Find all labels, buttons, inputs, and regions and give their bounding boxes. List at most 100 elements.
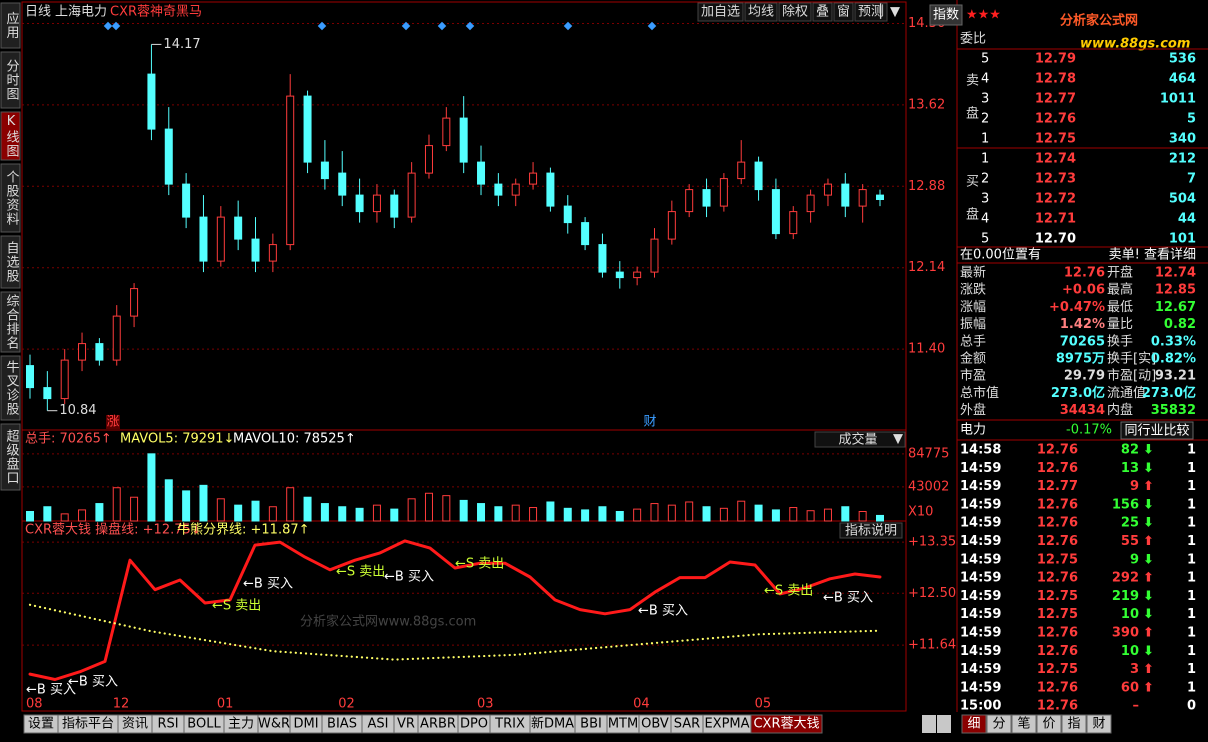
candle-body: [685, 189, 694, 213]
toolbar-button-label[interactable]: 除权: [782, 4, 808, 20]
tick-count: 1: [1187, 497, 1196, 512]
volume-bar: [78, 509, 87, 522]
panel-tab-label[interactable]: 财: [1092, 717, 1105, 732]
event-box: [106, 415, 120, 429]
bottom-tab-label[interactable]: SAR: [674, 717, 700, 732]
sidebar-tab[interactable]: [0, 111, 21, 161]
notice-link[interactable]: 卖单! 查看详细: [1109, 247, 1196, 263]
bottom-tab-label[interactable]: BBI: [580, 717, 602, 732]
bottom-tab-label[interactable]: OBV: [641, 717, 669, 732]
compare-button-label[interactable]: 同行业比较: [1124, 424, 1189, 439]
toolbar-button-label[interactable]: 均线: [748, 5, 774, 20]
toolbar-button[interactable]: [854, 2, 888, 22]
panel-tab[interactable]: [986, 714, 1012, 734]
sidebar-tab-label[interactable]: 自选股: [4, 241, 20, 283]
sidebar-tab[interactable]: [0, 355, 21, 421]
sidebar-tab[interactable]: [0, 291, 21, 353]
panel-tab-label[interactable]: 指: [1067, 717, 1080, 732]
direction-arrow: ⬆: [1143, 680, 1154, 695]
bottom-tab-label[interactable]: 新DMA: [531, 716, 574, 732]
bottom-tab-label[interactable]: 主力: [228, 717, 254, 732]
toolbar-button[interactable]: [778, 2, 812, 22]
info-value: 0.82: [1164, 317, 1196, 332]
bottom-tab[interactable]: [750, 714, 823, 734]
indicator-legend: CXR蓉大钱 操盘线: +12.75↓: [25, 522, 202, 538]
candle-body: [633, 271, 642, 279]
toolbar-button[interactable]: [812, 2, 833, 22]
bottom-tab-label[interactable]: W&R: [258, 717, 290, 732]
sidebar-tab-label[interactable]: 超级盘口: [4, 429, 20, 485]
sidebar-tab[interactable]: [0, 163, 21, 233]
tick-count: 1: [1187, 589, 1196, 604]
sidebar-tab-label[interactable]: 个股资料: [4, 170, 20, 226]
panel-tab[interactable]: [1011, 714, 1037, 734]
panel-tab[interactable]: [1036, 714, 1062, 734]
scroll-button[interactable]: [922, 715, 936, 733]
index-button[interactable]: [929, 4, 963, 26]
volume-selector[interactable]: [814, 431, 906, 448]
bottom-tab-label[interactable]: 设置: [28, 717, 54, 732]
index-button-label[interactable]: 指数: [933, 8, 959, 23]
level: 3: [981, 192, 989, 207]
sidebar-tab-label[interactable]: 应用: [4, 11, 20, 40]
bottom-tab-label[interactable]: CXR蓉大钱: [753, 717, 819, 732]
bottom-tab-label[interactable]: VR: [397, 717, 415, 732]
candle-body: [407, 172, 416, 218]
toolbar-button[interactable]: [744, 2, 778, 22]
toolbar-button[interactable]: [833, 2, 854, 22]
toolbar-button-label[interactable]: 加自选: [701, 5, 740, 20]
bottom-tab-label[interactable]: DMI: [293, 717, 318, 732]
panel-tab-label[interactable]: 分: [992, 717, 1005, 732]
tick-price: 12.76: [1037, 571, 1078, 586]
bottom-tab-label[interactable]: ARBR: [420, 717, 456, 732]
sidebar-tab-label[interactable]: K线图: [4, 114, 20, 158]
menu-icon[interactable]: ▏▼: [879, 3, 900, 20]
sidebar-tab[interactable]: [0, 235, 21, 289]
toolbar-button-label[interactable]: 叠: [816, 5, 829, 20]
tick-time: 14:59: [960, 626, 1001, 641]
sidebar-tab-label[interactable]: 牛叉诊股: [4, 360, 20, 416]
toolbar-button[interactable]: [697, 2, 744, 22]
indicator-button-label[interactable]: 指标说明: [845, 524, 897, 539]
sidebar-tab[interactable]: [0, 2, 21, 49]
x-tick-label: 12: [113, 697, 130, 712]
info-label: 最低: [1107, 300, 1133, 315]
panel-tab-label[interactable]: 笔: [1017, 716, 1030, 732]
panel-tab[interactable]: [1086, 714, 1112, 734]
bottom-tab-label[interactable]: MTM: [608, 717, 638, 732]
tick-volume: 10: [1121, 607, 1139, 622]
panel-tab-label[interactable]: 价: [1042, 717, 1055, 732]
candle-body: [182, 183, 191, 218]
info-label: 涨跌: [960, 282, 986, 298]
info-value: 34434: [1060, 403, 1105, 418]
bottom-tab-label[interactable]: 指标平台: [62, 717, 114, 732]
toolbar-button-label[interactable]: 预测: [858, 5, 884, 20]
tick-time: 14:59: [960, 461, 1001, 476]
volume-bar: [876, 514, 884, 522]
info-value: 0.82%: [1151, 352, 1196, 367]
info-label: 最新: [960, 265, 986, 281]
compare-button[interactable]: [1120, 421, 1194, 440]
bottom-tab-label[interactable]: BIAS: [327, 717, 357, 732]
volume-selector-label[interactable]: 成交量: [838, 432, 877, 448]
bottom-tab-label[interactable]: DPO: [460, 717, 488, 732]
toolbar-button-label[interactable]: 窗: [837, 4, 850, 20]
sidebar-tab-label[interactable]: 分时图: [4, 59, 20, 101]
panel-tab[interactable]: [1061, 714, 1087, 734]
bottom-tab-label[interactable]: TRIX: [494, 717, 525, 732]
bottom-tab-label[interactable]: BOLL: [187, 717, 221, 732]
sidebar-tab[interactable]: [0, 423, 21, 491]
tick-count: 1: [1187, 552, 1196, 567]
bottom-tab-label[interactable]: 资讯: [122, 717, 148, 732]
bottom-tab-label[interactable]: RSI: [157, 717, 178, 732]
sidebar-tab[interactable]: [0, 51, 21, 109]
bottom-tab-label[interactable]: EXPMA: [704, 717, 749, 732]
sidebar-tab-label[interactable]: 综合排名: [4, 294, 20, 350]
signal-label: ←B 买入: [243, 577, 293, 592]
indicator-button[interactable]: [839, 522, 903, 539]
bottom-tab-label[interactable]: ASI: [368, 717, 389, 732]
scroll-button[interactable]: [937, 715, 951, 733]
panel-tab-label[interactable]: 细: [967, 717, 980, 732]
panel-tab[interactable]: [961, 714, 987, 734]
volume: 504: [1169, 192, 1196, 207]
